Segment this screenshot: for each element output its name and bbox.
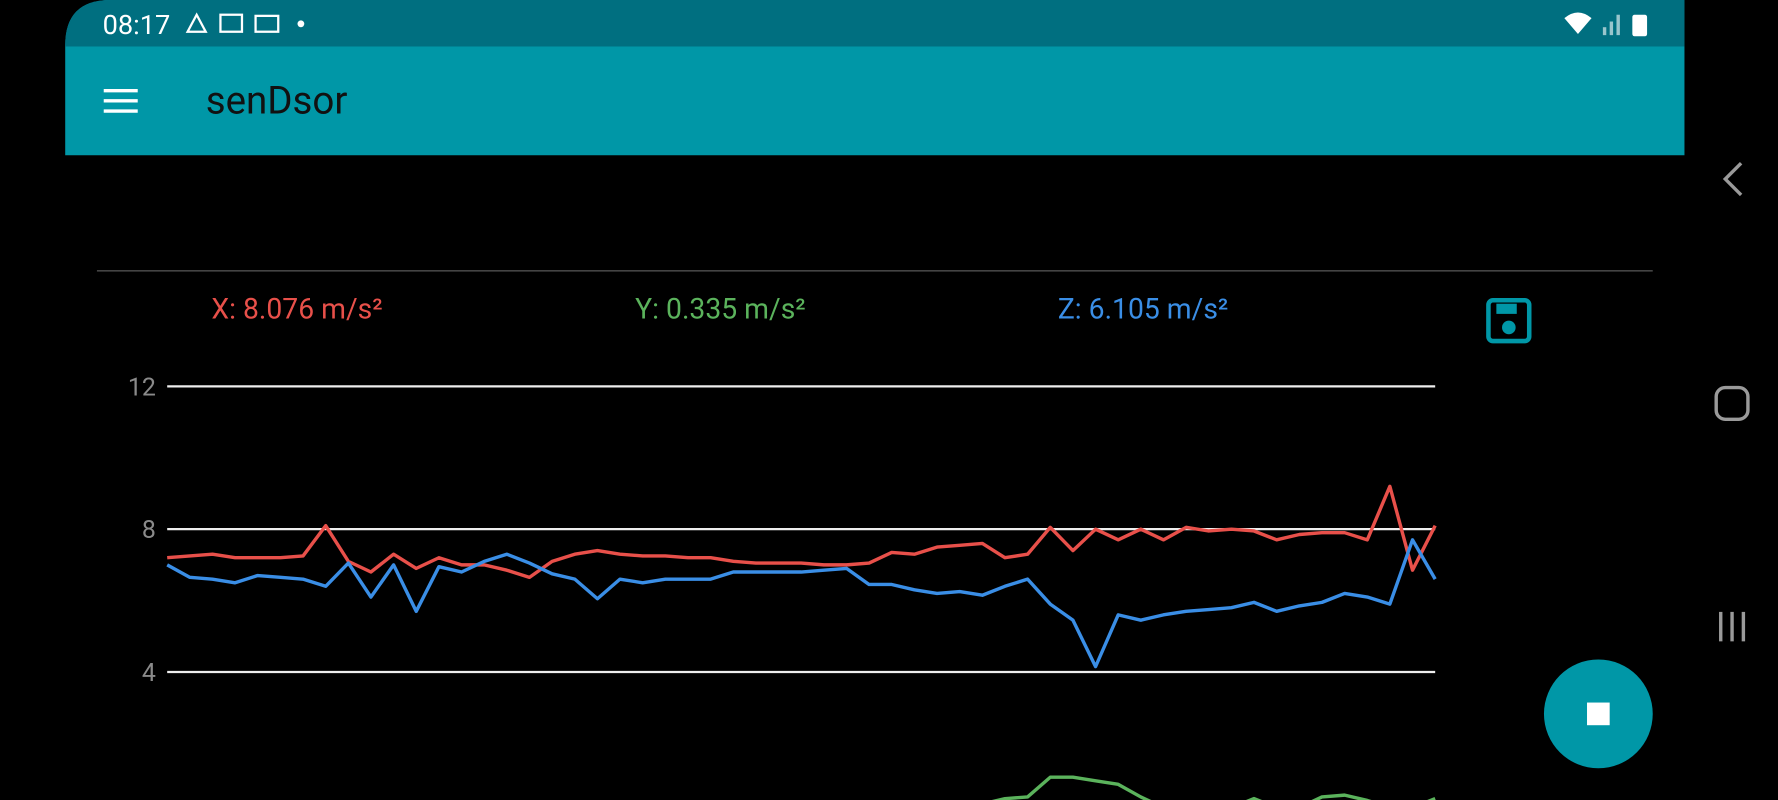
reading-x: X: 8.076 m/s² [211,292,382,325]
nav-back[interactable] [1722,161,1743,197]
nav-bar [1714,161,1750,642]
y-tick-label: 12 [128,373,156,402]
save-button[interactable] [1486,298,1532,344]
chart: 4 8 12 [128,373,1437,800]
nav-recents[interactable] [1719,611,1746,642]
menu-button[interactable] [103,88,138,113]
status-right-icons [1564,12,1648,37]
reading-z: Z: 6.105 m/s² [1058,292,1228,325]
data-line [167,484,1437,580]
data-line [166,538,1437,669]
y-tick-label: 4 [142,659,156,688]
status-time: 08:17 [103,9,171,41]
status-dot [297,20,305,28]
status-bar-bg [65,0,1685,47]
reading-y: Y: 0.335 m/s² [635,292,806,325]
stop-button[interactable] [1543,659,1653,769]
nav-home[interactable] [1714,385,1750,421]
app-title: senDsor [206,78,348,123]
status-icons [185,12,280,33]
y-tick-label: 8 [142,516,156,545]
